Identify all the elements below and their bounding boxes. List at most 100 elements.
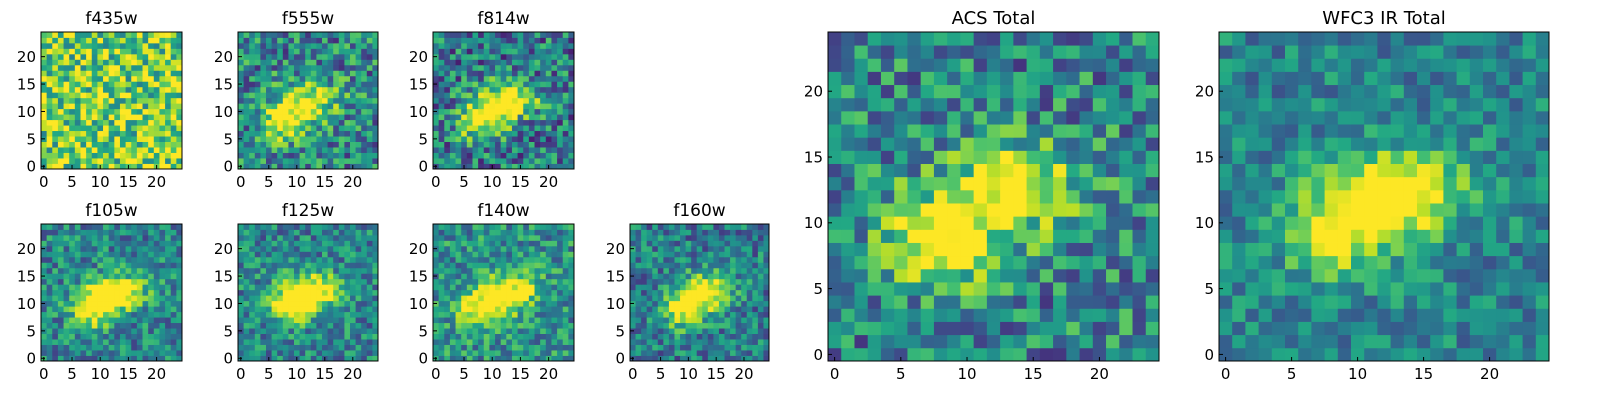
heatmap-cell [176, 284, 183, 291]
heatmap-cell [511, 163, 518, 170]
heatmap-cell [562, 317, 569, 324]
heatmap-cell [74, 355, 81, 362]
heatmap-cell [1119, 229, 1133, 243]
heatmap-cell [97, 119, 104, 126]
heatmap-cell [489, 114, 496, 121]
heatmap-cell [545, 37, 552, 44]
heatmap-cell [74, 32, 81, 38]
heatmap-cell [119, 234, 126, 241]
heatmap-cell [495, 344, 502, 351]
heatmap-cell [366, 317, 373, 324]
heatmap-cell [718, 339, 725, 345]
heatmap-cell [243, 339, 250, 345]
heatmap-cell [472, 295, 479, 302]
heatmap-cell [735, 267, 742, 274]
heatmap-cell [1092, 216, 1107, 230]
heatmap-cell [86, 240, 93, 247]
heatmap-cell [305, 103, 312, 110]
heatmap-cell [562, 70, 569, 77]
heatmap-cell [657, 289, 664, 296]
heatmap-cell [680, 328, 686, 334]
heatmap-cell [489, 37, 496, 44]
heatmap-cell [243, 86, 250, 93]
heatmap-cell [449, 339, 456, 345]
heatmap-cell [635, 284, 642, 291]
heatmap-cell [933, 150, 948, 164]
heatmap-cell [136, 339, 143, 345]
heatmap-cell [327, 141, 334, 148]
heatmap-cell [568, 229, 575, 236]
heatmap-cell [322, 130, 328, 137]
heatmap-cell [69, 240, 76, 247]
heatmap-cell [338, 322, 345, 329]
heatmap-cell [506, 256, 513, 263]
heatmap-cell [131, 125, 138, 132]
heatmap-cell [350, 81, 356, 88]
heatmap-cell [466, 273, 473, 280]
heatmap-cell [444, 234, 451, 241]
heatmap-cell [131, 278, 138, 285]
heatmap-cell [1013, 163, 1027, 178]
heatmap-cell [305, 48, 312, 55]
heatmap-cell [461, 136, 468, 142]
heatmap-cell [495, 240, 502, 247]
heatmap-cell [322, 108, 328, 115]
heatmap-cell [310, 251, 317, 258]
heatmap-cell [327, 339, 334, 345]
heatmap-cell [568, 37, 575, 44]
heatmap-cell [920, 295, 935, 309]
heatmap-cell [282, 70, 289, 77]
heatmap-cell [483, 37, 490, 44]
heatmap-cell [657, 224, 664, 230]
heatmap-cell [517, 267, 524, 274]
heatmap-cell [528, 317, 535, 324]
heatmap-cell [344, 224, 351, 230]
heatmap-cell [449, 273, 456, 280]
heatmap-cell [294, 344, 300, 351]
heatmap-cell [372, 86, 379, 93]
heatmap-cell [74, 333, 81, 340]
heatmap-cell [86, 97, 93, 104]
heatmap-cell [478, 125, 485, 132]
heatmap-cell [159, 48, 166, 55]
heatmap-cell [310, 284, 317, 291]
heatmap-cell [907, 242, 922, 257]
heatmap-cell [433, 119, 440, 126]
heatmap-cell [249, 289, 256, 296]
heatmap-cell [131, 311, 138, 318]
heatmap-cell [322, 333, 328, 340]
heatmap-cell [170, 32, 177, 38]
heatmap-cell [568, 284, 575, 291]
heatmap-cell [500, 152, 507, 159]
heatmap-cell [86, 48, 93, 55]
heatmap-cell [517, 328, 524, 334]
heatmap-cell [305, 108, 312, 115]
heatmap-cell [466, 295, 473, 302]
heatmap-cell [282, 48, 289, 55]
heatmap-cell [299, 141, 306, 148]
heatmap-cell [372, 245, 379, 252]
heatmap-cell [674, 311, 681, 318]
heatmap-cell [511, 224, 518, 230]
heatmap-cell [142, 37, 149, 44]
heatmap-cell [305, 350, 312, 356]
heatmap-cell [316, 81, 323, 88]
heatmap-cell [119, 267, 126, 274]
heatmap-cell [466, 284, 473, 291]
heatmap-cell [1079, 189, 1094, 204]
heatmap-cell [461, 234, 468, 241]
heatmap-cell [114, 262, 121, 269]
heatmap-cell [159, 70, 166, 77]
heatmap-cell [933, 334, 948, 349]
heatmap-cell [483, 306, 490, 313]
heatmap-cell [125, 42, 132, 49]
heatmap-cell [170, 295, 177, 302]
heatmap-cell [260, 141, 267, 148]
heatmap-cell [294, 245, 300, 252]
heatmap-cell [680, 311, 686, 318]
heatmap-cell [294, 284, 300, 291]
heatmap-cell [361, 306, 368, 313]
heatmap-cell [545, 339, 552, 345]
heatmap-cell [438, 333, 445, 340]
heatmap-cell [277, 229, 284, 236]
